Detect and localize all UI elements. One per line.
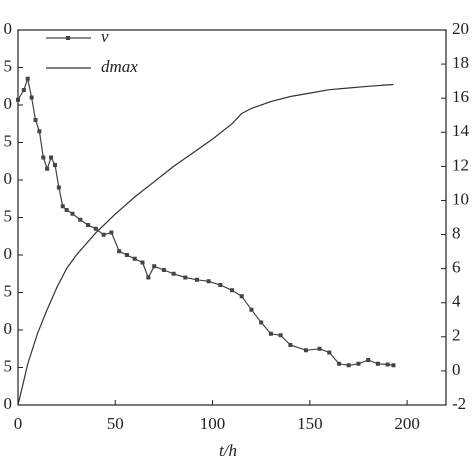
point	[101, 232, 106, 237]
point	[45, 166, 50, 171]
point	[239, 294, 244, 299]
point	[70, 211, 75, 216]
point	[366, 358, 371, 362]
y-tick-label: 0	[4, 169, 13, 188]
point	[52, 163, 57, 167]
point	[25, 76, 30, 81]
y2-tick-label: -2	[452, 394, 466, 413]
point	[140, 260, 145, 265]
point	[49, 155, 54, 160]
point	[64, 208, 69, 212]
y-tick-label: 5	[4, 56, 13, 75]
y2-tick-label: 20	[452, 19, 469, 38]
series-line	[17, 83, 394, 406]
legend-label: dmax	[101, 57, 138, 76]
point	[132, 256, 137, 261]
point	[288, 343, 293, 347]
point	[303, 348, 308, 353]
point	[161, 268, 166, 272]
legend-marker	[66, 36, 70, 40]
point	[60, 204, 65, 209]
point	[29, 95, 34, 100]
point	[183, 275, 188, 280]
point	[21, 88, 26, 92]
point	[375, 361, 380, 366]
y-tick-label: 5	[4, 206, 13, 225]
point	[337, 361, 341, 366]
y2-tick-label: 14	[452, 121, 470, 140]
legend-label: v	[101, 27, 109, 46]
point	[109, 230, 114, 235]
y-tick-label: 0	[4, 394, 13, 413]
point	[152, 264, 157, 269]
series-line	[17, 76, 394, 366]
point	[356, 361, 361, 366]
y-tick-label: 5	[4, 356, 13, 375]
x-tick-label: 150	[297, 414, 323, 433]
y-tick-label: 0	[4, 19, 13, 38]
point	[317, 346, 322, 351]
point	[391, 363, 396, 368]
x-tick-label: 50	[107, 414, 124, 433]
point	[124, 253, 129, 257]
y-tick-label: 5	[4, 281, 13, 300]
point	[93, 226, 98, 231]
x-tick-label: 200	[394, 414, 420, 433]
point	[327, 350, 332, 355]
point	[146, 275, 151, 280]
y-tick-label: 0	[4, 94, 13, 113]
y2-tick-label: 6	[452, 258, 461, 277]
point	[37, 129, 42, 134]
point	[33, 118, 38, 122]
y-tick-label: 5	[4, 131, 13, 150]
y2-tick-label: 2	[452, 326, 461, 345]
point	[171, 271, 176, 276]
x-tick-label: 0	[14, 414, 23, 433]
x-tick-label: 100	[200, 414, 226, 433]
point	[249, 307, 254, 312]
point	[385, 362, 390, 367]
y2-tick-label: 0	[452, 360, 461, 379]
y2-tick-label: 12	[452, 155, 469, 174]
point	[278, 333, 283, 338]
y2-tick-label: 10	[452, 189, 469, 208]
point	[346, 363, 351, 368]
point	[41, 155, 46, 160]
point	[194, 277, 199, 282]
x-axis-label: t/h	[219, 441, 237, 460]
point	[56, 185, 61, 190]
y2-tick-label: 16	[452, 87, 469, 106]
point	[206, 279, 211, 284]
y-tick-label: 0	[4, 244, 13, 263]
y-tick-label: 0	[4, 319, 13, 338]
point	[259, 320, 264, 325]
y2-tick-label: 8	[452, 223, 461, 242]
y2-tick-label: 18	[452, 53, 469, 72]
point	[268, 331, 273, 336]
point	[16, 97, 20, 102]
point	[117, 249, 122, 254]
point	[78, 217, 83, 222]
point	[218, 283, 223, 287]
plot-frame	[17, 29, 447, 406]
point	[230, 288, 234, 293]
y2-tick-label: 4	[452, 292, 461, 311]
point	[86, 223, 91, 227]
